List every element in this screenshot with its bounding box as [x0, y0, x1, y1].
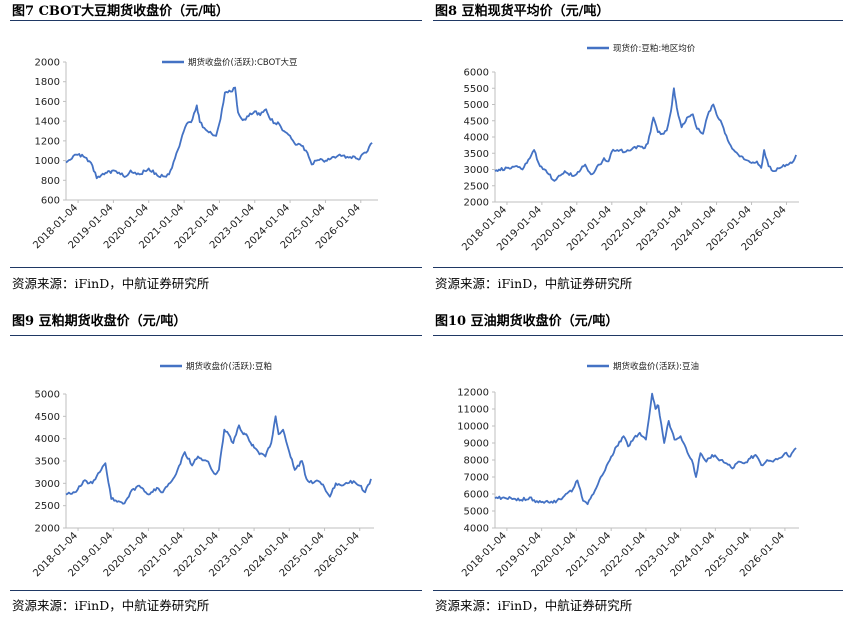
- series-line: [494, 87, 797, 182]
- y-tick-label: 4000: [464, 524, 489, 535]
- source-note: 资源来源：iFinD，中航证券研究所: [12, 598, 210, 613]
- figure-panel-cbot-soybean: 图7 CBOT大豆期货收盘价（元/吨） 600 800 1000 1200 1400 16…: [10, 0, 422, 300]
- series-line: [65, 415, 372, 505]
- y-tick-label: 3500: [35, 457, 60, 468]
- source-rule: [10, 267, 422, 268]
- y-tick-label: 8000: [464, 456, 489, 467]
- y-tick-label: 1600: [35, 97, 60, 108]
- y-tick-label: 2500: [464, 181, 489, 192]
- y-tick-label: 3500: [464, 149, 489, 160]
- legend-label: 期货收盘价(活跃):豆粕: [186, 361, 272, 372]
- legend-label: 现货价:豆粕:地区均价: [613, 43, 696, 54]
- y-tick-label: 5000: [35, 390, 60, 401]
- y-tick-label: 9000: [464, 439, 489, 450]
- figure-title: 图8 豆粕现货平均价（元/吨）: [435, 4, 610, 19]
- y-tick-label: 2000: [35, 524, 60, 535]
- series-line: [494, 392, 797, 506]
- y-tick-label: 5000: [464, 100, 489, 111]
- title-rule: [433, 20, 843, 21]
- y-tick-label: 4000: [464, 133, 489, 144]
- y-tick-label: 11000: [457, 405, 489, 416]
- y-tick-label: 7000: [464, 473, 489, 484]
- line-chart-soyoil-futures: 4000500060007000800090001000011000120002…: [457, 361, 799, 579]
- y-tick-label: 2000: [464, 198, 489, 209]
- source-rule: [10, 590, 422, 591]
- source-rule: [433, 590, 843, 591]
- y-tick-label: 800: [41, 176, 60, 187]
- y-tick-label: 6000: [464, 490, 489, 501]
- series-line: [65, 86, 373, 180]
- line-chart-soymeal-spot: 2000250030003500400045005000550060002018…: [460, 43, 799, 253]
- y-tick-label: 1800: [35, 77, 60, 88]
- figure-title: 图9 豆粕期货收盘价（元/吨）: [12, 314, 187, 329]
- y-tick-label: 2500: [35, 501, 60, 512]
- y-tick-label: 4000: [35, 434, 60, 445]
- source-rule: [433, 267, 843, 268]
- legend-label: 期货收盘价(活跃):豆油: [613, 361, 699, 372]
- line-chart-cbot-soybean: 6008001000120014001600180020002018-01-04…: [31, 57, 378, 251]
- source-note: 资源来源：iFinD，中航证券研究所: [435, 276, 633, 291]
- legend-label: 期货收盘价(活跃):CBOT大豆: [188, 57, 298, 68]
- figure-panel-soyoil-futures: 图10 豆油期货收盘价（元/吨） 4000 5000 6000 7000 8000 900…: [433, 310, 843, 621]
- y-tick-label: 6000: [464, 68, 489, 79]
- title-rule: [10, 335, 422, 336]
- figure-title: 图10 豆油期货收盘价（元/吨）: [435, 314, 619, 329]
- y-tick-label: 5500: [464, 84, 489, 95]
- line-chart-soymeal-futures: 20002500300035004000450050002018-01-0420…: [31, 361, 374, 579]
- y-tick-label: 10000: [457, 422, 489, 433]
- title-rule: [10, 20, 422, 21]
- title-rule: [433, 335, 843, 336]
- y-tick-label: 600: [41, 196, 60, 207]
- y-tick-label: 3000: [35, 479, 60, 490]
- figure-title: 图7 CBOT大豆期货收盘价（元/吨）: [12, 4, 229, 19]
- y-tick-label: 5000: [464, 507, 489, 518]
- y-tick-label: 3000: [464, 165, 489, 176]
- y-tick-label: 1200: [35, 136, 60, 147]
- y-tick-label: 2000: [35, 58, 60, 69]
- figure-panel-soymeal-spot: 图8 豆粕现货平均价（元/吨） 2000 2500 3000 3500 4000 4500…: [433, 0, 843, 300]
- y-tick-label: 12000: [457, 388, 489, 399]
- y-tick-label: 1400: [35, 117, 60, 128]
- y-tick-label: 4500: [464, 116, 489, 127]
- y-tick-label: 1000: [35, 156, 60, 167]
- source-note: 资源来源：iFinD，中航证券研究所: [435, 598, 633, 613]
- source-note: 资源来源：iFinD，中航证券研究所: [12, 276, 210, 291]
- y-tick-label: 4500: [35, 412, 60, 423]
- figure-panel-soymeal-futures: 图9 豆粕期货收盘价（元/吨） 2000 2500 3000 3500 4000 4500…: [10, 310, 422, 621]
